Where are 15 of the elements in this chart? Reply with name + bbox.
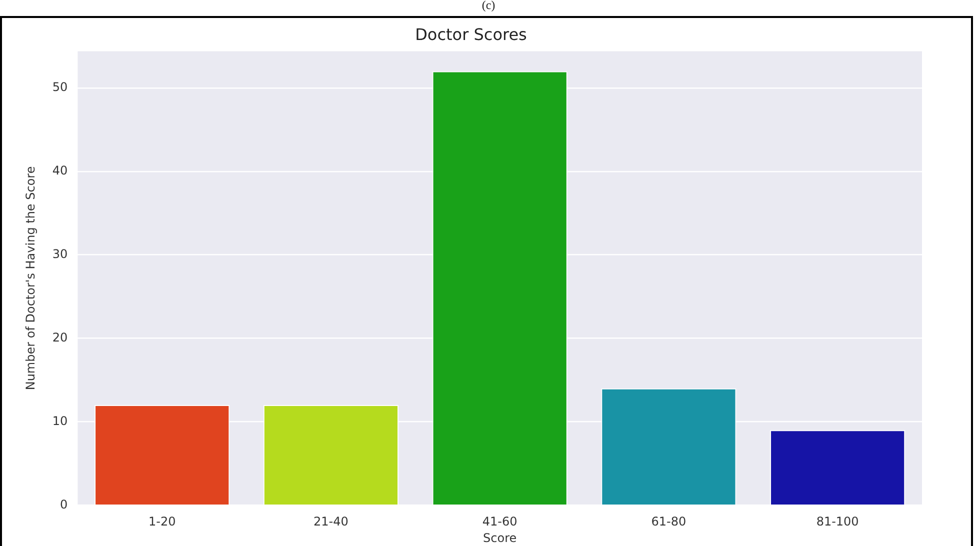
y-tick-label: 50 xyxy=(52,80,68,94)
y-tick-label: 40 xyxy=(52,164,68,178)
x-tick-label: 61-80 xyxy=(651,514,686,529)
chart-title: Doctor Scores xyxy=(415,24,527,44)
x-tick-label: 1-20 xyxy=(148,514,176,529)
y-tick-label: 0 xyxy=(60,497,68,512)
x-tick-label: 41-60 xyxy=(482,514,518,529)
x-tick-label: 21-40 xyxy=(314,514,348,529)
y-tick-label: 10 xyxy=(52,414,68,428)
x-axis-title: Score xyxy=(483,530,517,545)
y-tick-label: 30 xyxy=(52,246,68,261)
text: (c) xyxy=(482,0,496,12)
y-axis-title: Number of Doctor's Having the Score xyxy=(23,166,38,390)
y-tick-label: 20 xyxy=(52,330,68,344)
x-tick-label: 81-100 xyxy=(816,514,859,529)
